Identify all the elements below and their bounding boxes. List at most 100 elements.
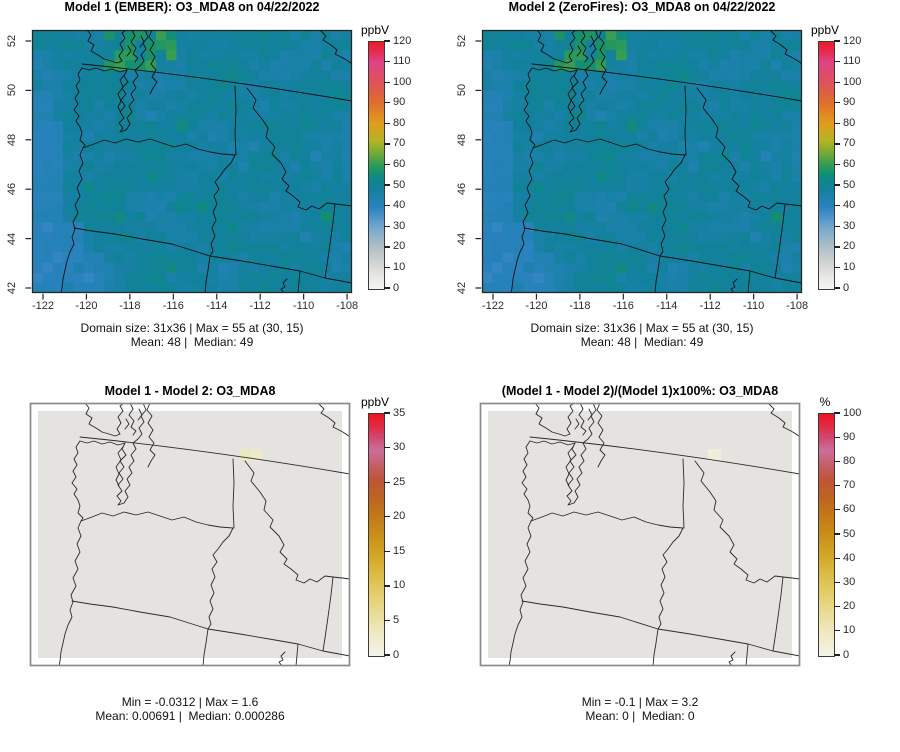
raster-cell (595, 272, 607, 284)
raster-cell (259, 191, 270, 203)
raster-cell (729, 262, 741, 274)
raster-cell (523, 100, 535, 112)
raster-cell (688, 171, 700, 183)
raster-cell (595, 222, 607, 233)
raster-cell (698, 181, 710, 193)
raster-cell (176, 161, 188, 173)
raster-cell (300, 131, 312, 142)
raster-cell (564, 242, 576, 254)
raster-cell (341, 70, 352, 82)
raster-cell (678, 80, 689, 92)
raster-cell (595, 70, 607, 82)
raster-cell (259, 272, 270, 284)
raster-cell (616, 181, 628, 193)
raster-cell (492, 110, 504, 122)
raster-cell (543, 110, 555, 122)
raster-cell (207, 161, 219, 173)
colorbar-tick (834, 266, 840, 269)
raster-cell (248, 151, 260, 162)
raster-cell (688, 151, 700, 162)
raster-cell (135, 141, 147, 152)
raster-cell (771, 191, 782, 203)
raster-cell (574, 40, 586, 51)
raster-cell (207, 262, 219, 274)
raster-cell (688, 161, 700, 173)
raster-cell (543, 141, 555, 152)
raster-cell (269, 131, 281, 142)
raster-cell (207, 40, 219, 51)
raster-cell (248, 242, 260, 254)
raster-cell (771, 70, 782, 82)
raster-cell (605, 30, 617, 41)
colorbar-tick (834, 102, 840, 104)
raster-cell (114, 90, 126, 102)
raster-cell (197, 282, 208, 293)
raster-cell (279, 181, 291, 193)
raster-cell (124, 242, 136, 254)
raster-cell (207, 131, 219, 142)
raster-cell (93, 90, 105, 102)
panel-title-model2: Model 2 (ZeroFires): O3_MDA8 on 04/22/20… (508, 0, 776, 14)
raster-cell (678, 282, 689, 293)
raster-cell (207, 212, 219, 223)
raster-cell (667, 151, 679, 162)
raster-cell (114, 161, 126, 173)
raster-cell (104, 171, 116, 183)
raster-cell (647, 181, 658, 193)
raster-cell (750, 161, 762, 173)
raster-cell (688, 70, 700, 82)
raster-cell (310, 212, 322, 223)
raster-cell (217, 161, 229, 173)
raster-cell (73, 272, 85, 284)
x-tick-label: -118 (119, 300, 141, 312)
raster-cell (595, 161, 607, 173)
raster-cell (771, 30, 782, 41)
raster-cell (217, 141, 229, 152)
raster-cell (482, 191, 493, 203)
raster-cell (585, 242, 597, 254)
raster-cell (554, 121, 566, 132)
raster-cell (42, 110, 54, 122)
raster-cell (331, 110, 343, 122)
raster-cell (709, 100, 720, 112)
raster-cell (248, 90, 260, 102)
raster-cell (698, 191, 710, 203)
raster-cell (482, 40, 493, 51)
raster-cell (636, 232, 648, 243)
raster-cell (791, 80, 802, 92)
raster-cell (502, 90, 514, 102)
raster-cell (145, 252, 157, 264)
raster-cell (564, 30, 576, 41)
raster-cell (502, 30, 514, 41)
raster-cell (554, 222, 566, 233)
raster-cell (678, 151, 689, 162)
raster-cell (259, 181, 270, 193)
raster-cell (616, 40, 628, 51)
raster-cell (186, 70, 198, 82)
raster-cell (228, 151, 239, 162)
raster-cell (657, 212, 669, 223)
raster-cell (740, 90, 751, 102)
colorbar-tick-label: 30 (843, 575, 856, 588)
raster-cell (647, 242, 658, 254)
raster-cell (523, 242, 535, 254)
raster-cell (155, 100, 167, 112)
raster-cell (52, 212, 64, 223)
raster-cell (502, 282, 514, 293)
raster-cell (114, 70, 126, 82)
x-tick-label: -122 (481, 300, 505, 312)
raster-cell (269, 181, 281, 193)
raster-cell (740, 242, 751, 254)
raster-cell (729, 191, 741, 203)
x-tick-label: -112 (249, 300, 271, 312)
raster-cell (698, 242, 710, 254)
raster-cell (564, 262, 576, 274)
raster-cell (73, 50, 85, 61)
raster-cell (667, 242, 679, 254)
raster-cell (585, 121, 597, 132)
raster-cell (750, 121, 762, 132)
raster-cell (104, 60, 116, 71)
raster-cell (62, 80, 74, 92)
x-tick-label: -112 (699, 300, 721, 312)
colorbar-tick-label: 0 (843, 281, 850, 294)
